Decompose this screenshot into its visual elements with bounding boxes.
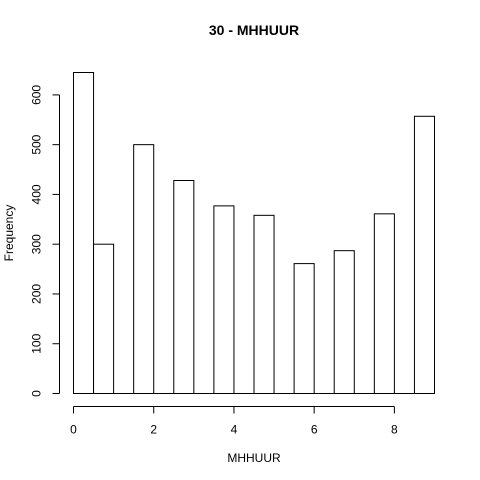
- y-tick-label: 100: [30, 333, 44, 353]
- x-axis: 0 2 4 6 8: [70, 406, 398, 437]
- y-tick-label: 500: [30, 134, 44, 154]
- x-tick-label: 0: [70, 423, 77, 437]
- x-tick-label: 6: [311, 423, 318, 437]
- histogram-bar: [333, 250, 355, 394]
- y-axis-label: Frequency: [2, 205, 16, 262]
- histogram-bar: [173, 179, 195, 394]
- histogram-bar: [293, 263, 315, 394]
- x-tick-label: 8: [391, 423, 398, 437]
- bars-group: [73, 72, 436, 394]
- chart-title: 30 - MHHUUR: [209, 22, 299, 38]
- histogram-bar: [213, 205, 235, 394]
- x-axis-label: MHHUUR: [227, 451, 281, 465]
- histogram-bar: [133, 144, 155, 394]
- histogram-bar: [73, 72, 95, 394]
- x-tick-label: 2: [150, 423, 157, 437]
- y-axis: 0 100 200 300 400 500 600: [30, 85, 60, 397]
- histogram-bar: [93, 243, 115, 394]
- y-tick-label: 600: [30, 85, 44, 105]
- y-tick-label: 400: [30, 184, 44, 204]
- histogram-bar: [413, 115, 436, 394]
- histogram-bar: [373, 213, 395, 394]
- histogram-bar: [253, 214, 275, 394]
- x-tick-label: 4: [231, 423, 238, 437]
- y-tick-label: 300: [30, 234, 44, 254]
- y-tick-label: 0: [30, 390, 44, 397]
- y-tick-label: 200: [30, 284, 44, 304]
